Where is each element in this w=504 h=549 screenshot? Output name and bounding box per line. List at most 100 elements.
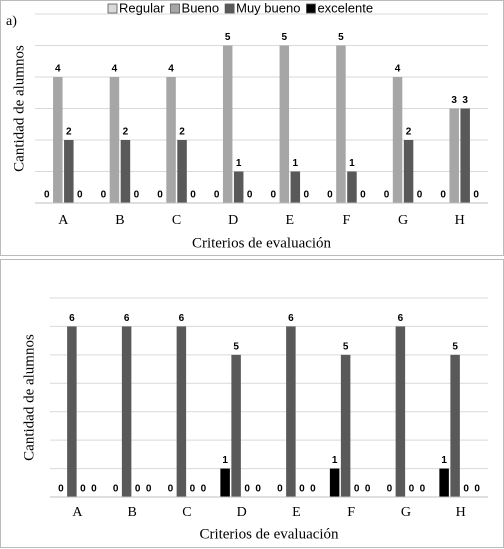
legend-label: Muy bueno (236, 0, 300, 15)
x-tick-label: E (292, 505, 301, 520)
data-label: 0 (327, 190, 333, 201)
bar (392, 77, 403, 203)
data-label: 0 (474, 484, 480, 495)
bar (220, 468, 230, 497)
bar (177, 140, 187, 203)
data-label: 5 (343, 341, 349, 352)
data-label: 0 (247, 190, 253, 201)
bar (336, 45, 346, 203)
data-label: 1 (236, 158, 242, 169)
y-axis-title: Cantidad de alumnos (21, 334, 37, 461)
data-label: 0 (214, 190, 220, 201)
data-label: 0 (80, 484, 86, 495)
data-label: 0 (440, 190, 446, 201)
legend-label: excelente (317, 0, 373, 15)
x-tick-label: C (182, 505, 191, 520)
data-label: 1 (293, 158, 299, 169)
data-label: 0 (113, 484, 119, 495)
x-tick-label: D (237, 505, 247, 520)
x-tick-label: G (398, 213, 408, 228)
bar (53, 77, 63, 203)
bar (120, 140, 131, 203)
bar (64, 140, 74, 203)
data-label: 0 (417, 190, 423, 201)
data-label: 0 (134, 190, 140, 201)
data-label: 0 (58, 484, 64, 495)
data-label: 0 (44, 190, 50, 201)
chart-title: a) (6, 14, 17, 29)
x-tick-label: A (58, 213, 69, 228)
legend-swatch (170, 3, 180, 14)
x-tick-label: G (401, 505, 411, 520)
data-label: 4 (395, 64, 401, 75)
bar (109, 77, 120, 203)
bar (176, 326, 187, 497)
data-label: 4 (112, 64, 118, 75)
bar (450, 354, 460, 497)
data-label: 0 (244, 484, 250, 495)
data-label: 2 (179, 127, 185, 138)
data-label: 1 (441, 455, 447, 466)
data-label: 0 (255, 484, 261, 495)
bar (290, 171, 301, 203)
data-label: 2 (123, 127, 129, 138)
x-tick-label: C (172, 213, 181, 228)
x-tick-label: D (228, 213, 238, 228)
data-label: 1 (222, 455, 228, 466)
data-label: 6 (124, 313, 130, 324)
data-label: 0 (271, 190, 277, 201)
bar (233, 171, 244, 203)
legend-label: Regular (119, 0, 165, 15)
data-label: 1 (332, 455, 338, 466)
bar (340, 354, 351, 497)
x-tick-label: A (72, 505, 83, 520)
x-tick-label: E (286, 213, 295, 228)
bar (403, 140, 414, 203)
data-label: 0 (384, 190, 390, 201)
bar (329, 468, 340, 497)
data-label: 0 (387, 484, 393, 495)
legend-swatch (306, 3, 316, 14)
data-label: 3 (451, 95, 457, 106)
bar (67, 326, 77, 497)
bar (460, 108, 470, 203)
bar (222, 45, 233, 203)
data-label: 0 (409, 484, 415, 495)
data-label: 6 (398, 313, 404, 324)
bar (121, 326, 132, 497)
data-label: 6 (69, 313, 75, 324)
x-tick-label: H (456, 505, 466, 520)
x-tick-label: H (455, 213, 465, 228)
legend-label: Bueno (182, 0, 220, 15)
bar (231, 354, 241, 497)
data-label: 4 (55, 64, 61, 75)
data-label: 0 (360, 190, 366, 201)
data-label: 0 (135, 484, 141, 495)
data-label: 0 (277, 484, 283, 495)
x-tick-label: B (115, 213, 124, 228)
data-label: 0 (146, 484, 152, 495)
x-axis-title: Criterios de evaluación (199, 526, 339, 542)
data-label: 0 (473, 190, 479, 201)
data-label: 5 (282, 32, 288, 43)
data-label: 5 (225, 32, 231, 43)
data-label: 0 (190, 484, 196, 495)
bar (347, 171, 357, 203)
bar (286, 326, 296, 497)
bar (279, 45, 290, 203)
data-label: 2 (406, 127, 412, 138)
data-label: 0 (190, 190, 196, 201)
data-label: 0 (157, 190, 163, 201)
data-label: 0 (420, 484, 426, 495)
data-label: 5 (452, 341, 458, 352)
bar (439, 468, 449, 497)
legend-swatch (107, 3, 118, 14)
data-label: 4 (168, 64, 174, 75)
data-label: 1 (349, 158, 355, 169)
data-label: 5 (233, 341, 239, 352)
x-tick-label: F (343, 213, 351, 228)
data-label: 0 (91, 484, 97, 495)
legend-swatch (224, 3, 235, 14)
data-label: 6 (288, 313, 294, 324)
